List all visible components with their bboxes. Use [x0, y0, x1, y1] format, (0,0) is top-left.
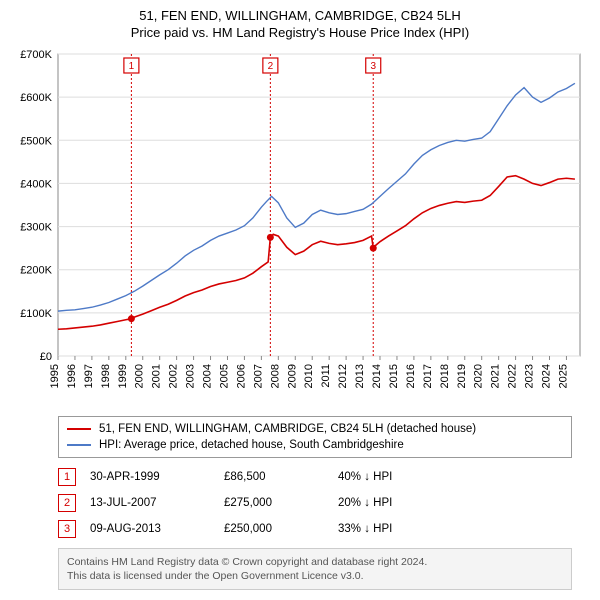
x-tick-label: 2002 — [168, 364, 180, 388]
x-tick-label: 2003 — [185, 364, 197, 388]
x-tick-label: 1999 — [117, 364, 129, 388]
legend-label: 51, FEN END, WILLINGHAM, CAMBRIDGE, CB24… — [99, 421, 476, 437]
sale-marker-number: 3 — [370, 61, 376, 72]
x-tick-label: 2015 — [388, 364, 400, 388]
marker-date: 13-JUL-2007 — [90, 497, 210, 509]
marker-legend-row: 2 13-JUL-2007 £275,000 20% ↓ HPI — [58, 490, 572, 516]
x-tick-label: 2023 — [524, 364, 536, 388]
x-tick-label: 2017 — [422, 364, 434, 388]
marker-date: 09-AUG-2013 — [90, 523, 210, 535]
attribution-line: This data is licensed under the Open Gov… — [67, 569, 563, 583]
x-tick-label: 2007 — [252, 364, 264, 388]
sale-marker-number: 1 — [129, 61, 135, 72]
x-tick-label: 2000 — [134, 364, 146, 388]
legend-item: 51, FEN END, WILLINGHAM, CAMBRIDGE, CB24… — [67, 421, 563, 437]
legend-swatch — [67, 428, 91, 430]
x-tick-label: 1995 — [49, 364, 61, 388]
marker-delta: 40% ↓ HPI — [338, 471, 392, 483]
sale-marker-number: 2 — [268, 61, 274, 72]
marker-legend-badge: 1 — [58, 468, 76, 486]
marker-legend-row: 3 09-AUG-2013 £250,000 33% ↓ HPI — [58, 516, 572, 542]
x-tick-label: 1996 — [66, 364, 78, 388]
x-tick-label: 2021 — [490, 364, 502, 388]
marker-legend: 1 30-APR-1999 £86,500 40% ↓ HPI 2 13-JUL-2007… — [58, 464, 572, 542]
x-tick-label: 1998 — [100, 364, 112, 388]
x-tick-label: 2008 — [269, 364, 281, 388]
y-tick-label: £0 — [40, 351, 52, 363]
marker-delta: 33% ↓ HPI — [338, 523, 392, 535]
legend-label: HPI: Average price, detached house, Sout… — [99, 437, 404, 453]
x-tick-label: 2004 — [202, 364, 214, 388]
marker-price: £275,000 — [224, 497, 324, 509]
chart-area: £0 £100K £200K £300K £400K £500K £600K £700K 199… — [10, 46, 590, 406]
sale-marker-dot — [128, 315, 135, 322]
x-tick-label: 2009 — [286, 364, 298, 388]
sale-marker-dot — [370, 245, 377, 252]
y-tick-label: £200K — [20, 265, 52, 277]
sale-marker-dot — [267, 234, 274, 241]
x-tick-label: 2006 — [235, 364, 247, 388]
x-tick-label: 2011 — [320, 364, 332, 388]
marker-delta: 20% ↓ HPI — [338, 497, 392, 509]
marker-price: £250,000 — [224, 523, 324, 535]
x-tick-label: 2005 — [218, 364, 230, 388]
x-tick-label: 2019 — [456, 364, 468, 388]
attribution-box: Contains HM Land Registry data © Crown c… — [58, 548, 572, 590]
y-tick-label: £700K — [20, 49, 52, 61]
marker-legend-badge: 2 — [58, 494, 76, 512]
x-tick-label: 2024 — [540, 364, 552, 388]
marker-price: £86,500 — [224, 471, 324, 483]
x-tick-label: 2010 — [303, 364, 315, 388]
legend-item: HPI: Average price, detached house, Sout… — [67, 437, 563, 453]
chart-subtitle: Price paid vs. HM Land Registry's House … — [10, 25, 590, 40]
y-tick-label: £100K — [20, 308, 52, 320]
x-tick-label: 2001 — [151, 364, 163, 388]
marker-legend-row: 1 30-APR-1999 £86,500 40% ↓ HPI — [58, 464, 572, 490]
series-legend: 51, FEN END, WILLINGHAM, CAMBRIDGE, CB24… — [58, 416, 572, 458]
y-tick-label: £400K — [20, 178, 52, 190]
x-tick-label: 2012 — [337, 364, 349, 388]
line-chart: £0 £100K £200K £300K £400K £500K £600K £700K 199… — [10, 46, 590, 406]
y-tick-label: £500K — [20, 135, 52, 147]
marker-legend-badge: 3 — [58, 520, 76, 538]
y-tick-label: £300K — [20, 222, 52, 234]
y-tick-label: £600K — [20, 92, 52, 104]
x-tick-label: 2013 — [354, 364, 366, 388]
x-tick-label: 2014 — [371, 364, 383, 388]
x-tick-label: 2022 — [507, 364, 519, 388]
x-tick-label: 2016 — [405, 364, 417, 388]
chart-title: 51, FEN END, WILLINGHAM, CAMBRIDGE, CB24… — [10, 8, 590, 23]
x-tick-label: 2025 — [557, 364, 569, 388]
x-tick-label: 2020 — [473, 364, 485, 388]
x-tick-label: 1997 — [83, 364, 95, 388]
legend-swatch — [67, 444, 91, 446]
attribution-line: Contains HM Land Registry data © Crown c… — [67, 555, 563, 569]
marker-date: 30-APR-1999 — [90, 471, 210, 483]
x-tick-label: 2018 — [439, 364, 451, 388]
